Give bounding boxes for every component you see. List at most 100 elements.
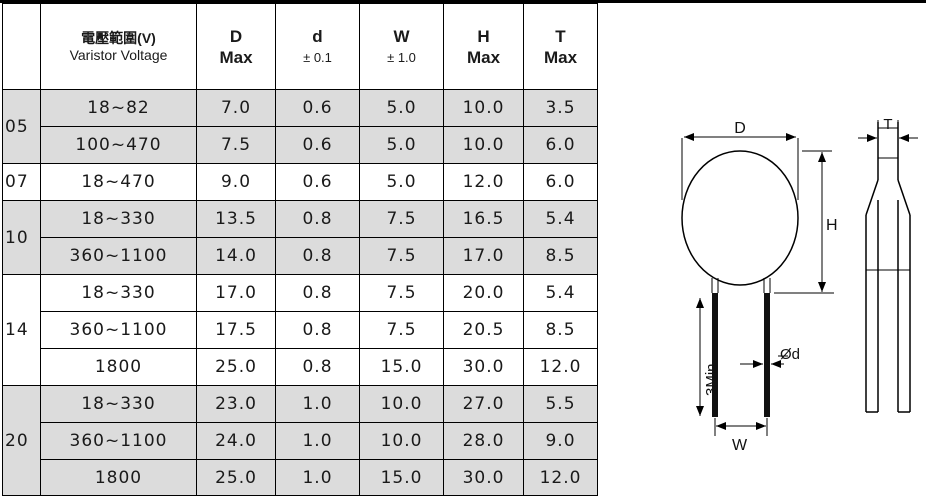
- header-T-sub: Max: [543, 47, 578, 67]
- table-row: 10 18~330 13.5 0.8 7.5 16.5 5.4: [2, 200, 598, 275]
- W-cell: 15.0: [359, 459, 444, 496]
- label-od: Ød: [780, 346, 800, 363]
- header-d-label: d: [312, 26, 323, 46]
- table-row: 14 18~330 17.0 0.8 7.5 20.0 5.4: [2, 274, 598, 386]
- d-cell: 0.8: [275, 348, 360, 386]
- D-cell: 23.0: [196, 385, 276, 423]
- D-cell: 24.0: [196, 422, 276, 460]
- header-H-sub: Max: [466, 47, 501, 67]
- h-arrow-bottom: [818, 282, 826, 292]
- header-D-label: D: [229, 26, 243, 46]
- D-cell: 17.0: [196, 274, 276, 312]
- varistor-dimension-drawing: D H 3Min Ød W T: [681, 116, 918, 454]
- header-W: W ± 1.0: [359, 3, 444, 90]
- h-arrow-top: [818, 152, 826, 162]
- H-cell: 20.0: [443, 274, 524, 312]
- size-cell: 07: [2, 163, 41, 201]
- header-T: T Max: [523, 3, 598, 90]
- lead-right: [764, 293, 770, 417]
- d-cell: 1.0: [275, 459, 360, 496]
- voltage-cell: 1800: [40, 459, 197, 496]
- d-cell: 0.8: [275, 311, 360, 349]
- T-cell: 5.4: [523, 200, 598, 238]
- d-cell: 0.6: [275, 163, 360, 201]
- voltage-cell: 360~1100: [40, 237, 197, 275]
- table-row: 05 18~82 7.0 0.6 5.0 10.0 3.5: [2, 89, 598, 164]
- header-H-label: H: [477, 26, 490, 46]
- T-cell: 12.0: [523, 348, 598, 386]
- T-cell: 12.0: [523, 459, 598, 496]
- header-row: 電壓範圍(V) Varistor Voltage D Max d ± 0.1 W…: [2, 3, 598, 90]
- W-cell: 10.0: [359, 385, 444, 423]
- od-arrow-right: [771, 360, 781, 368]
- voltage-cell: 18~330: [40, 200, 197, 238]
- T-cell: 9.0: [523, 422, 598, 460]
- header-d: d ± 0.1: [275, 3, 360, 90]
- w-arrow-left: [716, 422, 726, 430]
- d-cell: 0.6: [275, 89, 360, 127]
- size-cell: 14: [2, 274, 41, 386]
- size-cell: 05: [2, 89, 41, 164]
- d-cell: 0.8: [275, 237, 360, 275]
- table-row: 07 18~470 9.0 0.6 5.0 12.0 6.0: [2, 163, 598, 201]
- d-arrow-left: [684, 133, 694, 141]
- voltage-cell: 18~82: [40, 89, 197, 127]
- t-arrow-left: [867, 134, 877, 142]
- header-H: H Max: [443, 3, 524, 90]
- voltage-cell: 18~330: [40, 274, 197, 312]
- D-cell: 25.0: [196, 348, 276, 386]
- d-cell: 0.8: [275, 274, 360, 312]
- W-cell: 10.0: [359, 422, 444, 460]
- side-taper-left-outer: [865, 179, 879, 216]
- size-cell: 20: [2, 385, 41, 496]
- label-H: H: [826, 217, 838, 234]
- table-row: 360~1100 24.0 1.0 10.0 28.0 9.0: [2, 422, 598, 460]
- W-cell: 7.5: [359, 311, 444, 349]
- H-cell: 28.0: [443, 422, 524, 460]
- D-cell: 25.0: [196, 459, 276, 496]
- d-cell: 1.0: [275, 422, 360, 460]
- H-cell: 30.0: [443, 459, 524, 496]
- label-D: D: [734, 120, 746, 137]
- t-arrow-right: [899, 134, 909, 142]
- H-cell: 27.0: [443, 385, 524, 423]
- header-voltage: 電壓範圍(V) Varistor Voltage: [40, 3, 197, 90]
- label-T: T: [883, 116, 892, 133]
- header-d-sub: ± 0.1: [303, 49, 332, 65]
- voltage-cell: 360~1100: [40, 311, 197, 349]
- T-cell: 5.4: [523, 274, 598, 312]
- dimension-table: 電壓範圍(V) Varistor Voltage D Max d ± 0.1 W…: [2, 3, 598, 496]
- D-cell: 13.5: [196, 200, 276, 238]
- header-T-label: T: [555, 26, 566, 46]
- H-cell: 20.5: [443, 311, 524, 349]
- side-taper-right-outer: [897, 179, 911, 216]
- w-arrow-right: [756, 422, 766, 430]
- header-D: D Max: [196, 3, 276, 90]
- W-cell: 5.0: [359, 126, 444, 164]
- W-cell: 5.0: [359, 89, 444, 127]
- voltage-cell: 100~470: [40, 126, 197, 164]
- top-rule: [0, 0, 926, 3]
- voltage-cell: 18~470: [40, 163, 197, 201]
- table-row: 20 18~330 23.0 1.0 10.0 27.0 5.5: [2, 385, 598, 496]
- W-cell: 7.5: [359, 274, 444, 312]
- H-cell: 10.0: [443, 89, 524, 127]
- D-cell: 17.5: [196, 311, 276, 349]
- d-cell: 0.8: [275, 200, 360, 238]
- D-cell: 7.0: [196, 89, 276, 127]
- header-voltage-cn: 電壓範圍(V): [81, 29, 156, 46]
- D-cell: 9.0: [196, 163, 276, 201]
- T-cell: 8.5: [523, 311, 598, 349]
- voltage-cell: 18~330: [40, 385, 197, 423]
- table-row: 360~1100 17.5 0.8 7.5 20.5 8.5: [2, 311, 598, 349]
- H-cell: 12.0: [443, 163, 524, 201]
- W-cell: 5.0: [359, 163, 444, 201]
- min-arrow-bottom: [696, 406, 704, 416]
- table-row: 100~470 7.5 0.6 5.0 10.0 6.0: [2, 126, 598, 164]
- W-cell: 15.0: [359, 348, 444, 386]
- table-row: 1800 25.0 1.0 15.0 30.0 12.0: [2, 459, 598, 496]
- W-cell: 7.5: [359, 237, 444, 275]
- W-cell: 7.5: [359, 200, 444, 238]
- size-cell: 10: [2, 200, 41, 275]
- T-cell: 8.5: [523, 237, 598, 275]
